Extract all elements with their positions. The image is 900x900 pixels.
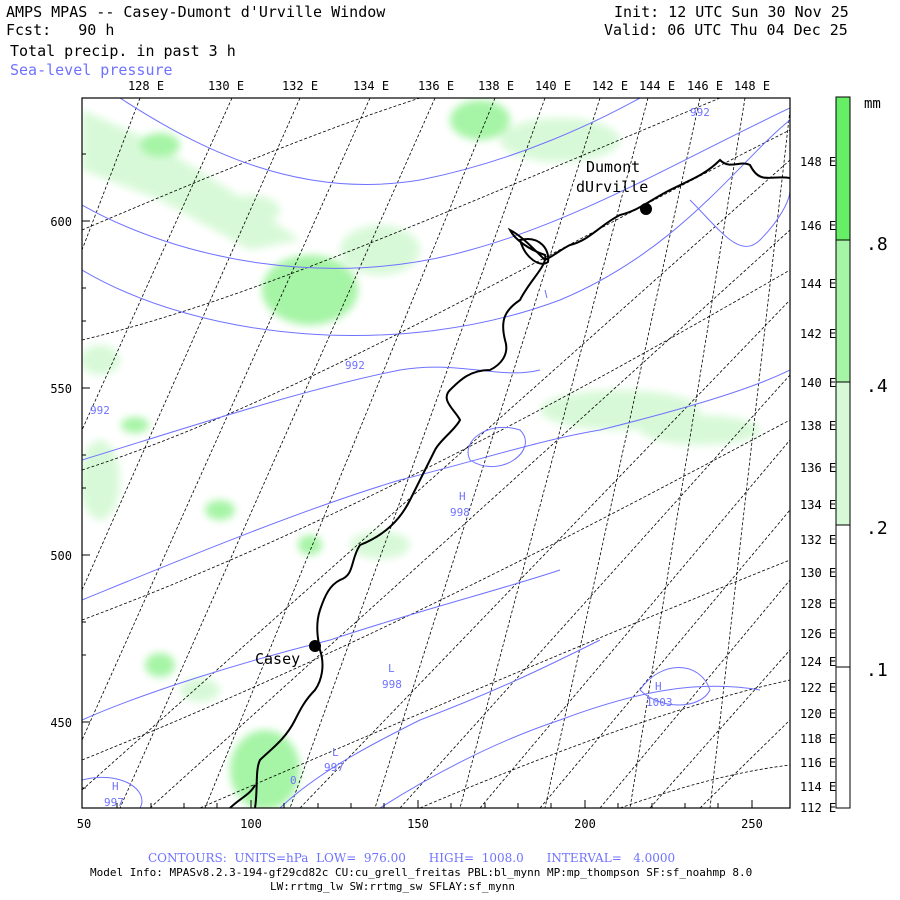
x-axis-ticks — [82, 153, 753, 808]
y-axis-labels: 600 550 500 450 — [50, 215, 72, 730]
colorbar-label-02: .2 — [866, 518, 888, 539]
pressure-labels: 992 992 992 H 998 L 998 L 997 H 997 H 10… — [90, 106, 710, 809]
svg-text:148 E: 148 E — [800, 155, 836, 169]
precip-field — [82, 100, 760, 808]
svg-text:992: 992 — [690, 106, 710, 119]
svg-text:122 E: 122 E — [800, 681, 836, 695]
svg-text:134 E: 134 E — [353, 79, 389, 93]
field-label-precip: Total precip. in past 3 h — [10, 42, 236, 60]
station-dot-dumont — [640, 203, 652, 215]
colorbar-label-01: .1 — [866, 660, 888, 681]
colorbar-unit: mm — [864, 96, 881, 112]
svg-text:997: 997 — [324, 761, 344, 774]
graticule — [82, 98, 790, 808]
svg-text:138 E: 138 E — [478, 79, 514, 93]
model-info-line2: LW:rrtmg_lw SW:rrtmg_sw SFLAY:sf_mynn — [270, 880, 516, 893]
svg-text:146 E: 146 E — [687, 79, 723, 93]
colorbar-label-08: .8 — [866, 234, 888, 255]
svg-text:140 E: 140 E — [800, 376, 836, 390]
init-time: Init: 12 UTC Sun 30 Nov 25 — [614, 3, 849, 21]
svg-text:500: 500 — [50, 549, 72, 563]
svg-text:H: H — [112, 780, 119, 793]
map-title: AMPS MPAS -- Casey-Dumont d'Urville Wind… — [6, 3, 386, 21]
svg-text:116 E: 116 E — [800, 756, 836, 770]
svg-text:118 E: 118 E — [800, 732, 836, 746]
svg-text:L: L — [332, 746, 339, 759]
svg-text:200: 200 — [574, 817, 596, 831]
svg-text:992: 992 — [90, 404, 110, 417]
svg-text:450: 450 — [50, 716, 72, 730]
svg-text:998: 998 — [382, 678, 402, 691]
svg-text:132 E: 132 E — [282, 79, 318, 93]
map-frame — [81, 97, 791, 809]
svg-text:144 E: 144 E — [800, 277, 836, 291]
svg-text:128 E: 128 E — [128, 79, 164, 93]
station-dot-casey — [309, 640, 321, 652]
svg-text:130 E: 130 E — [208, 79, 244, 93]
svg-text:134 E: 134 E — [800, 498, 836, 512]
contour-info: CONTOURS: UNITS=hPa LOW= 976.00 HIGH= 10… — [148, 851, 676, 865]
svg-text:1003: 1003 — [646, 696, 673, 709]
svg-text:114 E: 114 E — [800, 780, 836, 794]
svg-text:992: 992 — [345, 359, 365, 372]
svg-text:120 E: 120 E — [800, 707, 836, 721]
pressure-contours — [82, 98, 790, 808]
colorbar: mm .8 .4 .2 .1 — [835, 96, 888, 809]
right-lon-labels: 148 E 146 E 144 E 142 E 140 E 138 E 136 … — [800, 155, 836, 815]
svg-text:100: 100 — [240, 817, 262, 831]
svg-text:146 E: 146 E — [800, 219, 836, 233]
svg-text:H: H — [655, 680, 662, 693]
svg-text:250: 250 — [741, 817, 763, 831]
station-label-dumont-2: dUrville — [576, 178, 648, 196]
svg-text:0: 0 — [290, 774, 297, 787]
valid-time: Valid: 06 UTC Thu 04 Dec 25 — [604, 21, 848, 39]
svg-text:136 E: 136 E — [800, 461, 836, 475]
svg-text:150: 150 — [407, 817, 429, 831]
svg-text:112 E: 112 E — [800, 801, 836, 815]
colorbar-segment-04 — [836, 240, 850, 382]
svg-text:998: 998 — [450, 506, 470, 519]
colorbar-segment-08 — [836, 97, 850, 240]
station-label-casey: Casey — [255, 650, 300, 668]
svg-text:148 E: 148 E — [734, 79, 770, 93]
colorbar-label-04: .4 — [866, 376, 888, 397]
svg-text:50: 50 — [77, 817, 91, 831]
svg-text:142 E: 142 E — [800, 327, 836, 341]
forecast-hour: Fcst: 90 h — [6, 21, 115, 39]
svg-text:550: 550 — [50, 382, 72, 396]
svg-text:132 E: 132 E — [800, 533, 836, 547]
svg-text:H: H — [459, 490, 466, 503]
svg-text:L: L — [388, 662, 395, 675]
svg-text:130 E: 130 E — [800, 566, 836, 580]
colorbar-segment-02 — [836, 382, 850, 525]
svg-text:138 E: 138 E — [800, 419, 836, 433]
svg-text:128 E: 128 E — [800, 597, 836, 611]
x-axis-labels: 50 100 150 200 250 — [77, 817, 763, 831]
svg-text:142 E: 142 E — [592, 79, 628, 93]
svg-text:140 E: 140 E — [535, 79, 571, 93]
colorbar-segment-00 — [836, 667, 850, 808]
colorbar-segment-01 — [836, 525, 850, 667]
svg-text:136 E: 136 E — [418, 79, 454, 93]
svg-text:144 E: 144 E — [639, 79, 675, 93]
svg-text:600: 600 — [50, 215, 72, 229]
field-label-slp: Sea-level pressure — [10, 61, 173, 79]
svg-text:124 E: 124 E — [800, 655, 836, 669]
model-info-line1: Model Info: MPASv8.2.3-194-gf29cd82c CU:… — [90, 866, 753, 879]
svg-text:997: 997 — [104, 796, 124, 809]
top-lon-labels: 128 E 130 E 132 E 134 E 136 E 138 E 140 … — [128, 79, 770, 93]
coastline — [229, 158, 790, 808]
svg-text:126 E: 126 E — [800, 627, 836, 641]
station-label-dumont-1: Dumont — [586, 158, 640, 176]
